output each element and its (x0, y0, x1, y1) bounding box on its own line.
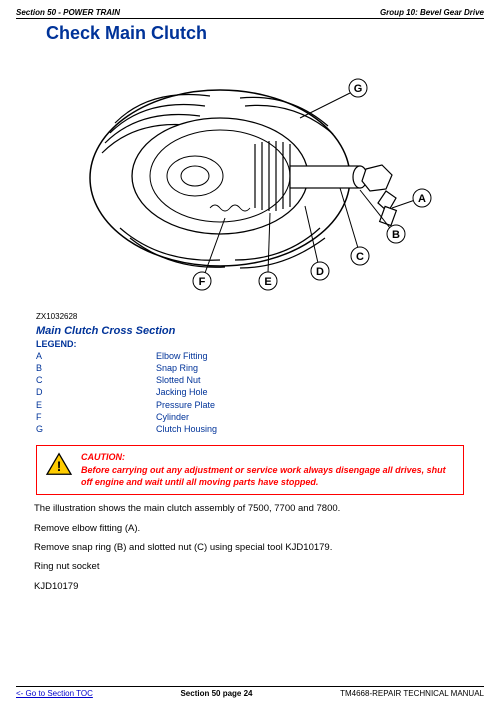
body-para: KJD10179 (34, 581, 466, 593)
callout-G: G (354, 83, 363, 95)
callout-A: A (418, 193, 426, 205)
footer-manual-id: TM4668-REPAIR TECHNICAL MANUAL (340, 689, 484, 698)
legend-table: AElbow Fitting BSnap Ring CSlotted Nut D… (36, 350, 484, 435)
body-para: Remove elbow fitting (A). (34, 523, 466, 535)
legend-title: LEGEND: (36, 339, 484, 349)
callout-B: B (392, 229, 400, 241)
callout-C: C (356, 251, 364, 263)
legend-val: Cylinder (156, 411, 189, 423)
callout-F: F (199, 276, 206, 288)
illustration-wrap: G A B C D E F (16, 48, 484, 310)
body-para: Ring nut socket (34, 561, 466, 573)
legend-val: Clutch Housing (156, 423, 217, 435)
legend-row: AElbow Fitting (36, 350, 484, 362)
caution-triangle-icon: ! (45, 452, 73, 476)
legend-val: Slotted Nut (156, 374, 201, 386)
legend-key: E (36, 399, 156, 411)
caution-label: CAUTION: (81, 452, 455, 462)
caution-body: Before carrying out any adjustment or se… (81, 465, 455, 488)
caution-box: ! CAUTION: Before carrying out any adjus… (36, 445, 464, 495)
main-clutch-illustration: G A B C D E F (60, 48, 440, 308)
page-title: Check Main Clutch (46, 23, 484, 44)
legend-row: CSlotted Nut (36, 374, 484, 386)
figure-id: ZX1032628 (36, 312, 484, 321)
legend-key: D (36, 386, 156, 398)
body-text: The illustration shows the main clutch a… (34, 503, 466, 593)
legend-key: B (36, 362, 156, 374)
legend-row: DJacking Hole (36, 386, 484, 398)
legend-row: BSnap Ring (36, 362, 484, 374)
legend-key: G (36, 423, 156, 435)
legend-row: GClutch Housing (36, 423, 484, 435)
legend-val: Snap Ring (156, 362, 198, 374)
body-para: The illustration shows the main clutch a… (34, 503, 466, 515)
legend-row: EPressure Plate (36, 399, 484, 411)
footer-toc-link[interactable]: <- Go to Section TOC (16, 689, 93, 698)
callout-D: D (316, 266, 324, 278)
svg-text:!: ! (57, 459, 62, 474)
page-footer: <- Go to Section TOC Section 50 page 24 … (16, 686, 484, 698)
header-section: Section 50 - POWER TRAIN (16, 8, 120, 17)
legend-key: F (36, 411, 156, 423)
legend-val: Pressure Plate (156, 399, 215, 411)
footer-page-num: Section 50 page 24 (180, 689, 252, 698)
legend-key: C (36, 374, 156, 386)
page-header: Section 50 - POWER TRAIN Group 10: Bevel… (16, 8, 484, 19)
cross-section-subhead: Main Clutch Cross Section (36, 325, 484, 337)
caution-text: CAUTION: Before carrying out any adjustm… (81, 452, 455, 488)
legend-val: Jacking Hole (156, 386, 208, 398)
legend-val: Elbow Fitting (156, 350, 208, 362)
header-group: Group 10: Bevel Gear Drive (380, 8, 484, 17)
legend-key: A (36, 350, 156, 362)
legend-row: FCylinder (36, 411, 484, 423)
callout-E: E (264, 276, 271, 288)
body-para: Remove snap ring (B) and slotted nut (C)… (34, 542, 466, 554)
